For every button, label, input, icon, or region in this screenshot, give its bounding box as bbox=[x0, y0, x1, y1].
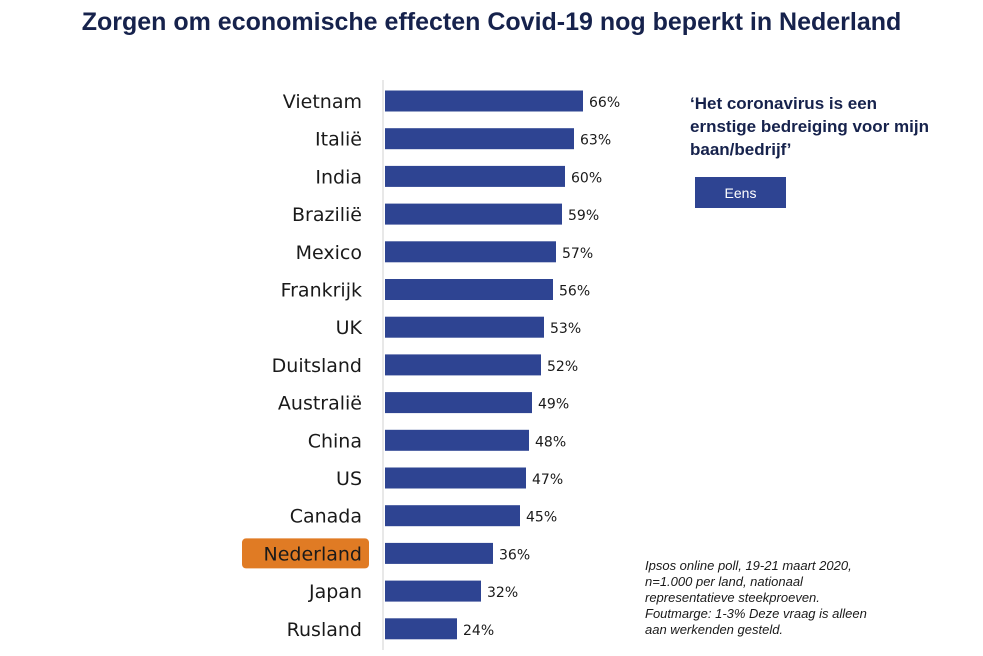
bar bbox=[385, 90, 583, 112]
data-label: 66% bbox=[589, 95, 620, 111]
category-label: Canada bbox=[290, 506, 362, 528]
bar bbox=[385, 241, 556, 263]
data-label: 32% bbox=[487, 585, 518, 601]
bar bbox=[385, 618, 457, 640]
footnote-line: aan werkenden gesteld. bbox=[645, 622, 784, 637]
footnote-line: n=1.000 per land, nationaal bbox=[645, 574, 803, 589]
question-quote: ‘Het coronavirus is een ernstige bedreig… bbox=[690, 94, 929, 159]
data-label: 53% bbox=[550, 321, 581, 337]
legend-label: Eens bbox=[724, 184, 757, 201]
bar bbox=[385, 429, 529, 451]
data-label: 60% bbox=[571, 170, 602, 186]
bar bbox=[385, 279, 553, 300]
data-label: 47% bbox=[532, 472, 563, 488]
data-label: 57% bbox=[562, 246, 593, 262]
bar bbox=[385, 203, 562, 225]
data-label: 63% bbox=[580, 133, 611, 149]
category-label: China bbox=[308, 430, 362, 452]
footnote-line: representatieve steekproeven. bbox=[645, 590, 820, 605]
category-label: Japan bbox=[308, 581, 362, 603]
bar bbox=[385, 505, 520, 527]
category-label: Mexico bbox=[296, 242, 362, 264]
bar bbox=[385, 580, 481, 602]
footnote-line: Foutmarge: 1-3% Deze vraag is alleen bbox=[645, 606, 867, 621]
category-highlight bbox=[242, 538, 369, 569]
footnote: Ipsos online poll, 19-21 maart 2020, n=1… bbox=[645, 558, 915, 638]
category-label: India bbox=[315, 166, 362, 188]
bar bbox=[385, 354, 541, 376]
data-label: 49% bbox=[538, 397, 569, 413]
category-label: UK bbox=[336, 317, 363, 339]
category-label: Rusland bbox=[287, 619, 362, 641]
category-label: Nederland bbox=[264, 543, 363, 565]
data-label: 48% bbox=[535, 434, 566, 450]
data-label: 52% bbox=[547, 359, 578, 375]
bar bbox=[385, 542, 493, 564]
data-label: 36% bbox=[499, 547, 530, 563]
category-label: Vietnam bbox=[283, 91, 362, 113]
bar bbox=[385, 392, 532, 414]
category-label: Duitsland bbox=[272, 355, 362, 377]
category-label: Frankrijk bbox=[281, 280, 362, 302]
category-label: US bbox=[336, 468, 362, 490]
bar bbox=[385, 128, 574, 150]
data-label: 45% bbox=[526, 510, 557, 526]
category-label: Italië bbox=[315, 129, 362, 151]
bars-group: Vietnam 66% Italië 63% India 60% Brazilië 59% Me… bbox=[242, 80, 620, 650]
bar bbox=[385, 467, 526, 489]
data-label: 56% bbox=[559, 284, 590, 300]
footnote-line: Ipsos online poll, 19-21 maart 2020, bbox=[645, 558, 852, 573]
data-label: 24% bbox=[463, 623, 494, 639]
category-label: Brazilië bbox=[292, 204, 362, 226]
category-label: Australië bbox=[278, 393, 362, 415]
bar bbox=[385, 165, 565, 187]
chart-title: Zorgen om economische effecten Covid-19 … bbox=[81, 8, 902, 36]
data-label: 59% bbox=[568, 208, 599, 224]
legend-eens: Eens bbox=[695, 177, 786, 208]
bar bbox=[385, 316, 544, 338]
